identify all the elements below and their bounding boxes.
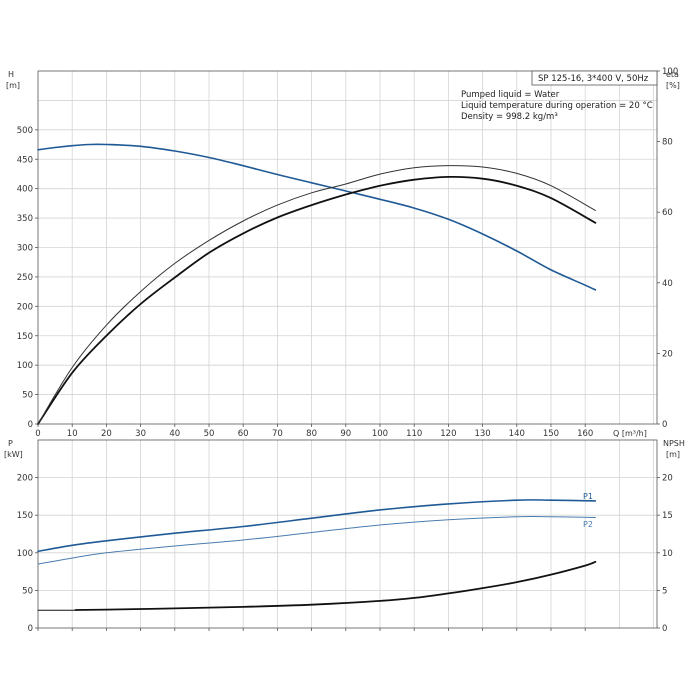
xtick-label: 90	[340, 429, 351, 439]
xtick-label: 100	[372, 429, 388, 439]
top-ylabel-left-2: [m]	[6, 81, 20, 90]
series-label-p2: P2	[583, 520, 593, 529]
top-chart-ticks: 0 10 20 30 40 50 60 70 80 90 100 110 120 130 140 150 160…	[17, 67, 678, 439]
top-series-line-0	[37, 143, 597, 291]
top-ytick-right-label: 60	[662, 208, 673, 218]
top-ytick-left-label: 150	[17, 332, 33, 342]
top-chart-series	[37, 143, 597, 425]
series-label-p1: P1	[583, 492, 593, 501]
xtick-label: 10	[67, 429, 78, 439]
top-series-line-1	[37, 175, 597, 425]
xtick-label: 0	[35, 429, 40, 439]
bottom-ytick-left-label: 50	[22, 586, 33, 596]
bottom-chart-grid	[38, 440, 657, 628]
bottom-chart-series	[37, 499, 597, 611]
model-label: SP 125-16, 3*400 V, 50Hz	[538, 74, 649, 84]
xtick-label: 70	[272, 429, 283, 439]
top-ytick-right-label: 80	[662, 138, 673, 148]
top-ytick-left-label: 0	[28, 420, 33, 430]
top-ytick-right-label: 0	[662, 420, 667, 430]
top-ytick-left-label: 450	[17, 155, 33, 165]
xtick-label: 120	[440, 429, 456, 439]
bottom-ytick-left-label: 0	[28, 624, 33, 634]
bottom-ytick-right-label: 20	[662, 474, 673, 484]
top-ytick-right-label: 20	[662, 349, 673, 359]
bottom-ytick-left-label: 150	[17, 511, 33, 521]
top-ytick-right-label: 100	[662, 67, 678, 77]
bottom-ytick-right-label: 5	[662, 586, 667, 596]
bottom-chart-ticks: 0 50 100 150 200 0 5 10 15 20	[17, 474, 673, 634]
bottom-ytick-right-label: 10	[662, 549, 673, 559]
bottom-ylabel-right-1: NPSH	[663, 439, 685, 448]
bottom-ytick-right-label: 15	[662, 511, 673, 521]
xtick-label: 80	[306, 429, 317, 439]
top-ytick-left-label: 50	[22, 391, 33, 401]
xtick-label: 40	[169, 429, 180, 439]
xtick-label: 130	[474, 429, 490, 439]
top-ytick-left-label: 300	[17, 244, 33, 254]
bottom-series-line-1	[37, 515, 596, 565]
info-line-density: Density = 998.2 kg/m³	[461, 112, 558, 122]
bottom-ylabel-right-2: [m]	[666, 450, 680, 459]
top-ylabel-right-2: [%]	[666, 81, 680, 90]
top-xlabel: Q [m³/h]	[613, 429, 647, 438]
top-ytick-right-label: 40	[662, 279, 673, 289]
bottom-ytick-left-label: 200	[17, 474, 33, 484]
info-line-temperature: Liquid temperature during operation = 20…	[461, 101, 653, 111]
top-ylabel-left-1: H	[8, 70, 14, 79]
top-ytick-left-label: 400	[17, 185, 33, 195]
bottom-ytick-left-label: 100	[17, 549, 33, 559]
top-ytick-left-label: 500	[17, 126, 33, 136]
bottom-series-line-3	[74, 560, 597, 611]
bottom-series-line-0	[37, 499, 597, 553]
top-ytick-left-label: 100	[17, 361, 33, 371]
xtick-label: 140	[509, 429, 525, 439]
xtick-label: 50	[204, 429, 215, 439]
info-line-liquid: Pumped liquid = Water	[461, 90, 560, 100]
xtick-label: 20	[101, 429, 112, 439]
top-series-line-2	[37, 165, 596, 425]
top-ytick-left-label: 200	[17, 302, 33, 312]
xtick-label: 150	[543, 429, 559, 439]
xtick-label: 60	[238, 429, 249, 439]
bottom-ylabel-left-2: [kW]	[4, 450, 23, 459]
top-chart-grid	[38, 71, 657, 424]
top-ytick-left-label: 350	[17, 214, 33, 224]
xtick-label: 110	[406, 429, 422, 439]
xtick-label: 160	[577, 429, 593, 439]
xtick-label: 30	[135, 429, 146, 439]
top-ylabel-right-1: eta	[666, 70, 679, 79]
bottom-ytick-right-label: 0	[662, 624, 667, 634]
bottom-ylabel-left-1: P	[8, 439, 13, 448]
top-ytick-left-label: 250	[17, 273, 33, 283]
bottom-chart-frame	[37, 439, 658, 629]
model-label-box	[531, 70, 658, 86]
